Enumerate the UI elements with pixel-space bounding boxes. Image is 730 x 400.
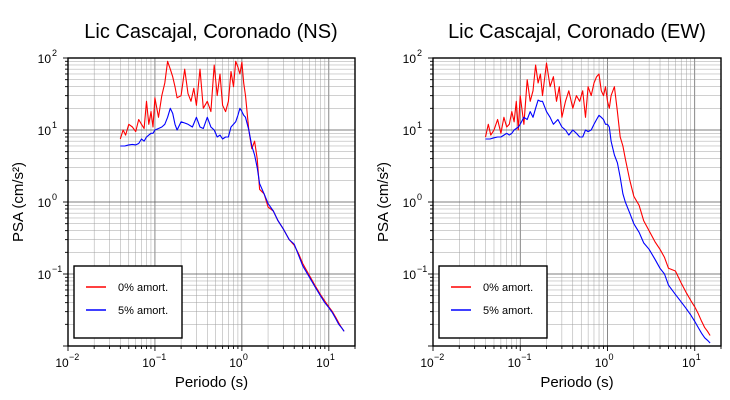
y-tick-label: 10 (38, 196, 52, 210)
legend-label: 0% amort. (118, 282, 168, 294)
chart-title: Lic Cascajal, Coronado (NS) (84, 21, 337, 43)
y-axis-label: PSA (cm/s²) (375, 162, 392, 242)
legend-label: 0% amort. (483, 282, 533, 294)
y-tick-label-exponent: 0 (417, 192, 422, 202)
y-tick-label-exponent: 1 (52, 120, 57, 130)
x-tick-label: 10 (508, 356, 522, 370)
x-tick-label: 10 (420, 356, 434, 370)
x-tick-label: 10 (595, 356, 609, 370)
y-tick-label-exponent: 0 (52, 192, 57, 202)
y-tick-label: 10 (403, 196, 417, 210)
x-tick-label: 10 (682, 356, 696, 370)
tick-marks (63, 57, 356, 351)
x-tick-label: 10 (142, 356, 156, 370)
legend-box (73, 265, 183, 339)
x-tick-label-exponent: 1 (696, 352, 701, 362)
x-tick-label: 10 (229, 356, 243, 370)
y-tick-label: 10 (38, 268, 52, 282)
series-line (120, 107, 345, 332)
x-tick-label-exponent: −2 (69, 352, 79, 362)
x-tick-label: 10 (316, 356, 330, 370)
x-tick-label-exponent: 1 (330, 352, 335, 362)
y-tick-label-exponent: 1 (417, 120, 422, 130)
legend: 0% amort. 5% amort. (73, 265, 183, 339)
series-line (485, 99, 711, 344)
legend-label: 5% amort. (118, 305, 168, 317)
y-tick-label: 10 (38, 124, 52, 138)
x-axis-label: Periodo (s) (175, 374, 248, 391)
tick-marks (428, 57, 722, 351)
legend: 0% amort. 5% amort. (438, 265, 548, 339)
y-axis-label: PSA (cm/s²) (10, 162, 27, 242)
y-tick-label: 10 (403, 52, 417, 66)
x-tick-label-exponent: 0 (243, 352, 248, 362)
y-tick-label: 10 (403, 124, 417, 138)
legend-box (438, 265, 548, 339)
x-tick-label-exponent: 0 (608, 352, 613, 362)
series-line (484, 62, 711, 336)
y-tick-label-exponent: −1 (52, 264, 62, 274)
y-tick-label: 10 (38, 52, 52, 66)
x-tick-label: 10 (55, 356, 69, 370)
y-tick-label-exponent: 2 (417, 48, 422, 58)
x-tick-label-exponent: −1 (156, 352, 166, 362)
x-tick-label-exponent: −1 (521, 352, 531, 362)
y-tick-label-exponent: −1 (417, 264, 427, 274)
y-tick-label: 10 (403, 268, 417, 282)
legend-label: 5% amort. (483, 305, 533, 317)
x-axis-label: Periodo (s) (540, 374, 613, 391)
chart-title: Lic Cascajal, Coronado (EW) (448, 21, 706, 43)
y-tick-label-exponent: 2 (52, 48, 57, 58)
x-tick-label-exponent: −2 (434, 352, 444, 362)
